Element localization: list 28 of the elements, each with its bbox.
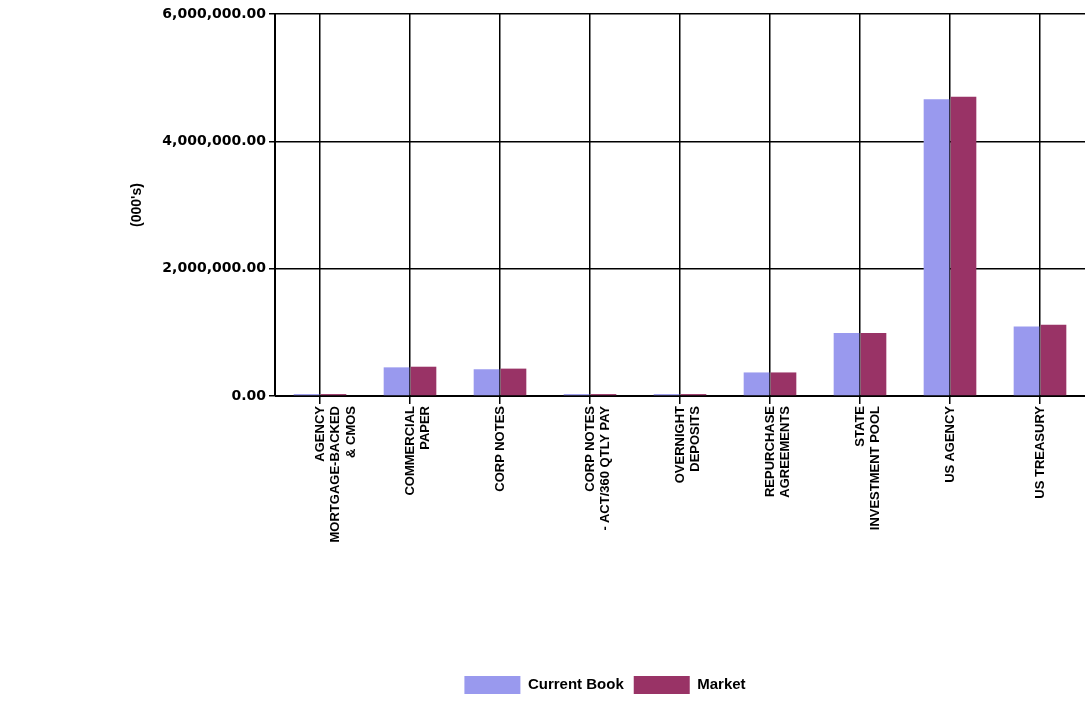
bar (833, 332, 860, 396)
x-tick-label: AGENCY MORTGAGE-BACKED & CMOS (311, 405, 358, 543)
bar (1013, 326, 1040, 396)
bar (1040, 324, 1067, 396)
legend-label: Market (697, 675, 746, 693)
y-axis-title: (000's) (128, 183, 145, 227)
bar (950, 96, 977, 396)
bar (383, 367, 410, 396)
x-tick-label: US AGENCY (941, 405, 957, 483)
x-tick-label: CORP NOTES - ACT/360 QTLY PAY (581, 405, 613, 531)
x-tick-label: STATE INVESTMENT POOL (851, 405, 883, 531)
y-tick-label: 6,000,000.00 (162, 4, 267, 21)
bar (770, 372, 797, 396)
y-tick-label: 4,000,000.00 (162, 131, 267, 148)
x-tick-label: US TREASURY (1031, 405, 1047, 499)
bar (860, 332, 887, 396)
x-tick-label: REPURCHASE AGREEMENTS (761, 405, 793, 498)
x-tick-label: COMMERCIAL PAPER (401, 405, 433, 496)
y-tick-label: 0.00 (231, 386, 267, 403)
bar (500, 368, 527, 396)
x-tick-label: OVERNIGHT DEPOSITS (671, 405, 703, 484)
x-tick-label: CORP NOTES (491, 405, 507, 492)
bar (923, 99, 950, 396)
y-tick-label: 2,000,000.00 (162, 259, 267, 276)
legend-label: Current Book (527, 675, 625, 693)
bar (410, 366, 437, 396)
bar (473, 369, 500, 396)
bar (743, 372, 770, 396)
